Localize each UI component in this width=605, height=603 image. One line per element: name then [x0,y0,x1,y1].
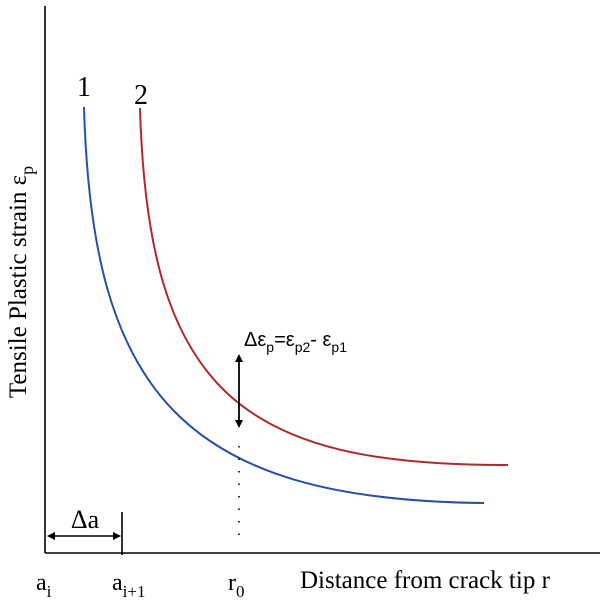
series-label-2: 2 [134,80,148,111]
x-tick-label-r0: r0 [228,570,245,601]
x-axis-label: Distance from crack tip r [300,567,551,594]
x-tick-label-ai: ai [36,570,52,601]
delta-eps-label: Δεp=εp2- εp1 [244,329,347,355]
series-label-1: 1 [77,72,91,103]
x-tick-label-ai1: ai+1 [112,570,145,601]
delta-a-label: Δa [71,505,100,534]
y-axis-label-text: Tensile Plastic strain εp [5,166,37,398]
series-line-2 [139,107,509,467]
series-line-1 [83,106,485,504]
